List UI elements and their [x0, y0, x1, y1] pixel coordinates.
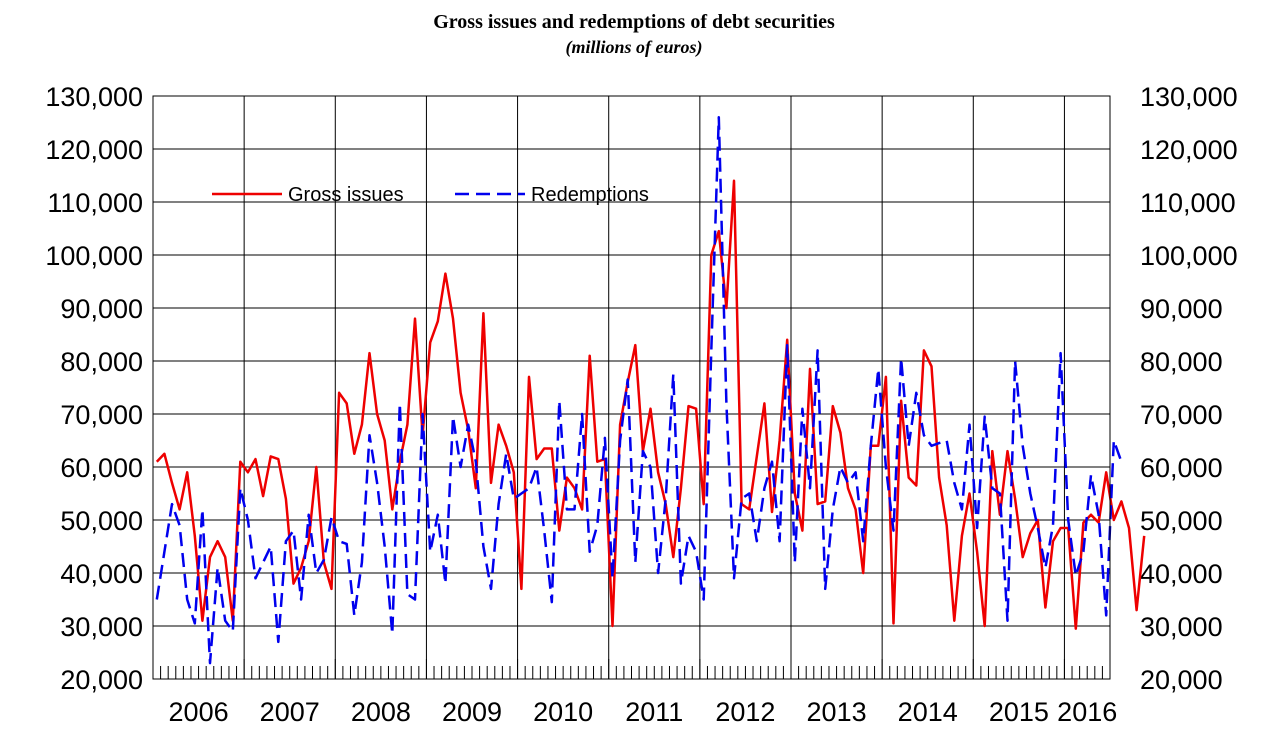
y-tick-label-right: 80,000 — [1140, 347, 1223, 377]
chart-title: Gross issues and redemptions of debt sec… — [433, 11, 835, 33]
x-tick-label: 2016 — [1057, 697, 1117, 727]
x-tick-label: 2007 — [260, 697, 320, 727]
x-tick-label: 2010 — [533, 697, 593, 727]
series-line-redemptions — [155, 115, 1123, 665]
y-tick-label-right: 30,000 — [1140, 612, 1223, 642]
x-tick-label: 2014 — [898, 697, 958, 727]
y-tick-label-left: 40,000 — [60, 559, 143, 589]
series-layer — [155, 115, 1146, 665]
x-axis: 2006 2007 2008 2009 2010 2011 2012 2013 2014 2015… — [169, 697, 1118, 727]
x-tick-label: 2009 — [442, 697, 502, 727]
series-line-gross-issues — [155, 179, 1146, 630]
y-tick-label-left: 80,000 — [60, 347, 143, 377]
y-tick-label-right: 90,000 — [1140, 294, 1223, 324]
legend-label-redemptions: Redemptions — [531, 184, 649, 206]
y-axis-right: 20,000 30,000 40,000 50,000 60,000 70,000 80,0… — [1140, 82, 1238, 695]
legend-label-gross-issues: Gross issues — [288, 184, 404, 206]
y-tick-label-right: 50,000 — [1140, 506, 1223, 536]
y-tick-label-right: 100,000 — [1140, 241, 1238, 271]
y-tick-label-left: 30,000 — [60, 612, 143, 642]
chart-subtitle: (millions of euros) — [565, 37, 702, 58]
legend: Gross issues Redemptions — [212, 184, 649, 206]
y-axis-left: 20,000 30,000 40,000 50,000 60,000 70,000 80,0… — [45, 82, 143, 695]
x-tick-label: 2012 — [715, 697, 775, 727]
y-tick-label-left: 20,000 — [60, 665, 143, 695]
y-tick-label-left: 60,000 — [60, 453, 143, 483]
y-tick-label-right: 110,000 — [1140, 188, 1236, 218]
grid — [153, 96, 1110, 679]
y-tick-label-left: 120,000 — [45, 135, 143, 165]
plot-frame — [152, 95, 1111, 680]
x-tick-label: 2006 — [169, 697, 229, 727]
y-tick-label-left: 70,000 — [60, 400, 143, 430]
y-tick-label-left: 50,000 — [60, 506, 143, 536]
y-tick-label-left: 110,000 — [47, 188, 143, 218]
y-tick-label-right: 20,000 — [1140, 665, 1223, 695]
y-tick-label-left: 130,000 — [45, 82, 143, 112]
x-tick-label: 2015 — [989, 697, 1049, 727]
y-tick-label-right: 60,000 — [1140, 453, 1223, 483]
y-tick-label-right: 40,000 — [1140, 559, 1223, 589]
y-tick-label-left: 100,000 — [45, 241, 143, 271]
y-tick-label-right: 130,000 — [1140, 82, 1238, 112]
minor-ticks — [160, 659, 1103, 679]
x-tick-label: 2013 — [807, 697, 867, 727]
y-tick-label-right: 120,000 — [1140, 135, 1238, 165]
y-tick-label-left: 90,000 — [60, 294, 143, 324]
x-tick-label: 2011 — [625, 697, 683, 727]
x-tick-label: 2008 — [351, 697, 411, 727]
y-tick-label-right: 70,000 — [1140, 400, 1223, 430]
